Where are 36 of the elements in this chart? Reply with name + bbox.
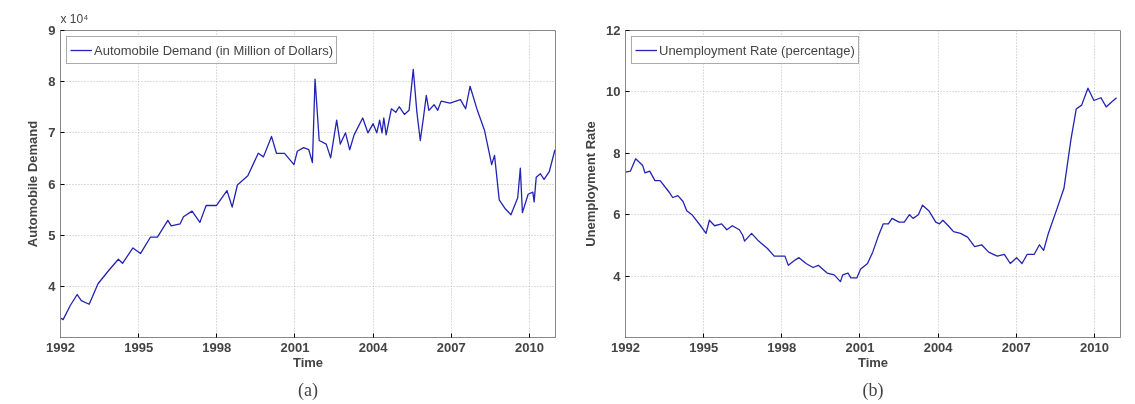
x-tick-label: 1992 (46, 339, 75, 355)
x-axis-title: Time (857, 354, 889, 370)
y-tick-label: 6 (613, 207, 621, 223)
y-tick-label: 8 (613, 145, 621, 161)
x-tick-label: 2010 (1079, 339, 1109, 355)
x-tick-label: 2001 (280, 339, 310, 355)
text: (b) (862, 379, 884, 401)
y-tick-label: 8 (48, 74, 56, 90)
y-tick-label: 10 (606, 84, 621, 100)
y-axis-title: Unemployment Rate (583, 121, 599, 247)
text: x 10⁴ (60, 11, 89, 26)
x-axis-title: Time (292, 354, 324, 370)
x-tick-label: 1998 (767, 339, 797, 355)
y-axis-title: Automobile Demand (25, 120, 41, 248)
y-tick-label: 6 (48, 176, 56, 192)
x-tick-label: 1995 (124, 339, 154, 355)
x-tick-label: 2004 (923, 339, 954, 355)
line-series (60, 68, 556, 321)
x-tick-label: 2010 (514, 339, 544, 355)
y-tick-label: 12 (606, 23, 621, 38)
x-tick-label: 1995 (689, 339, 719, 355)
x-tick-label: 2007 (436, 339, 466, 355)
y-tick-label: 5 (48, 227, 56, 243)
x-tick-label: 1998 (202, 339, 232, 355)
y-tick-label: 4 (48, 278, 57, 294)
y-tick-label: 7 (48, 125, 56, 141)
x-tick-label: 2007 (1001, 339, 1031, 355)
x-tick-label: 2001 (845, 339, 875, 355)
x-tick-label: 2004 (358, 339, 389, 355)
text: (a) (298, 379, 318, 401)
y-tick-label: 9 (48, 23, 56, 38)
x-tick-label: 1992 (611, 339, 640, 355)
legend-label: Unemployment Rate (percentage) (659, 42, 855, 58)
y-tick-label: 4 (613, 268, 622, 284)
line-series (625, 87, 1118, 283)
legend-label: Automobile Demand (in Million of Dollars) (94, 42, 334, 58)
